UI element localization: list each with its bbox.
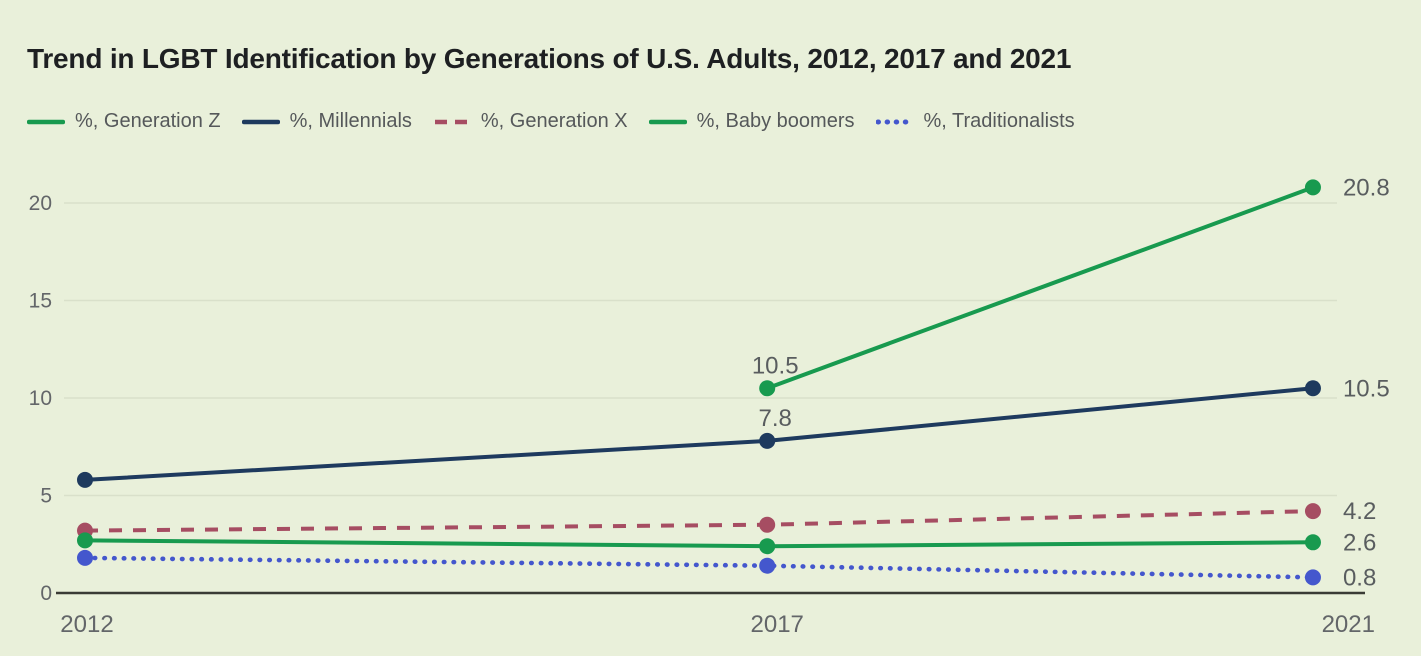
legend-label: %, Baby boomers <box>696 110 855 132</box>
x-tick-label-2017: 2017 <box>751 611 804 638</box>
series-line-traditionalists <box>82 555 1316 580</box>
y-tick-label-10: 10 <box>29 387 52 410</box>
legend-label: %, Millennials <box>289 110 412 132</box>
legend-swatch-solid-icon <box>27 119 65 124</box>
data-point-millennials-2021[interactable] <box>1304 380 1321 397</box>
end-label-generation-x: 4.2 <box>1343 498 1376 525</box>
x-tick-label-2012: 2012 <box>60 611 113 638</box>
legend-swatch-dashed-icon <box>434 119 469 124</box>
chart-legend: %, Generation Z %, Millennials %, Generati… <box>27 110 1075 133</box>
point-label-millennials-2017: 7.8 <box>759 405 792 432</box>
data-point-generation-x-2017[interactable] <box>759 516 776 533</box>
data-point-traditionalists-2021[interactable] <box>1304 569 1321 586</box>
x-tick-label-2021: 2021 <box>1322 611 1375 638</box>
point-label-generation-z-2017: 10.5 <box>752 352 799 379</box>
legend-swatch-solid-icon <box>241 119 280 124</box>
series-line-generation-z <box>766 185 1314 391</box>
y-tick-label-0: 0 <box>40 582 52 605</box>
end-label-millennials: 10.5 <box>1343 375 1390 402</box>
legend-item-millennials[interactable]: %, Millennials <box>241 110 412 133</box>
data-point-generation-z-2021[interactable] <box>1304 179 1321 196</box>
legend-swatch-solid-icon <box>648 119 687 124</box>
legend-item-traditionalists[interactable]: %, Traditionalists <box>875 110 1075 133</box>
data-point-generation-x-2021[interactable] <box>1304 503 1321 520</box>
legend-item-generation-z[interactable]: %, Generation Z <box>27 110 221 133</box>
data-point-baby-boomers-2017[interactable] <box>759 538 776 555</box>
y-tick-label-5: 5 <box>40 485 52 508</box>
data-point-millennials-2012[interactable] <box>77 471 93 488</box>
data-point-millennials-2017[interactable] <box>759 432 776 449</box>
end-label-baby-boomers: 2.6 <box>1343 529 1376 556</box>
series-line-millennials <box>84 386 1314 482</box>
page-title: Trend in LGBT Identification by Generati… <box>27 42 1072 74</box>
data-point-baby-boomers-2021[interactable] <box>1304 534 1321 551</box>
end-label-traditionalists: 0.8 <box>1343 564 1376 591</box>
legend-swatch-dotted-icon <box>875 119 914 124</box>
data-point-traditionalists-2012[interactable] <box>77 549 93 566</box>
y-tick-label-20: 20 <box>29 192 52 215</box>
data-point-generation-z-2017[interactable] <box>759 380 776 397</box>
legend-label: %, Generation Z <box>75 110 221 132</box>
data-point-baby-boomers-2012[interactable] <box>77 532 93 549</box>
legend-label: %, Generation X <box>480 110 628 132</box>
legend-item-generation-x[interactable]: %, Generation X <box>433 110 628 133</box>
y-tick-label-15: 15 <box>29 290 52 313</box>
data-point-traditionalists-2017[interactable] <box>759 557 776 574</box>
end-label-generation-z: 20.8 <box>1343 174 1390 201</box>
series-line-baby-boomers <box>84 538 1313 549</box>
legend-label: %, Traditionalists <box>923 110 1075 132</box>
series-line-generation-x <box>84 509 1314 533</box>
legend-item-baby-boomers[interactable]: %, Baby boomers <box>648 110 855 133</box>
